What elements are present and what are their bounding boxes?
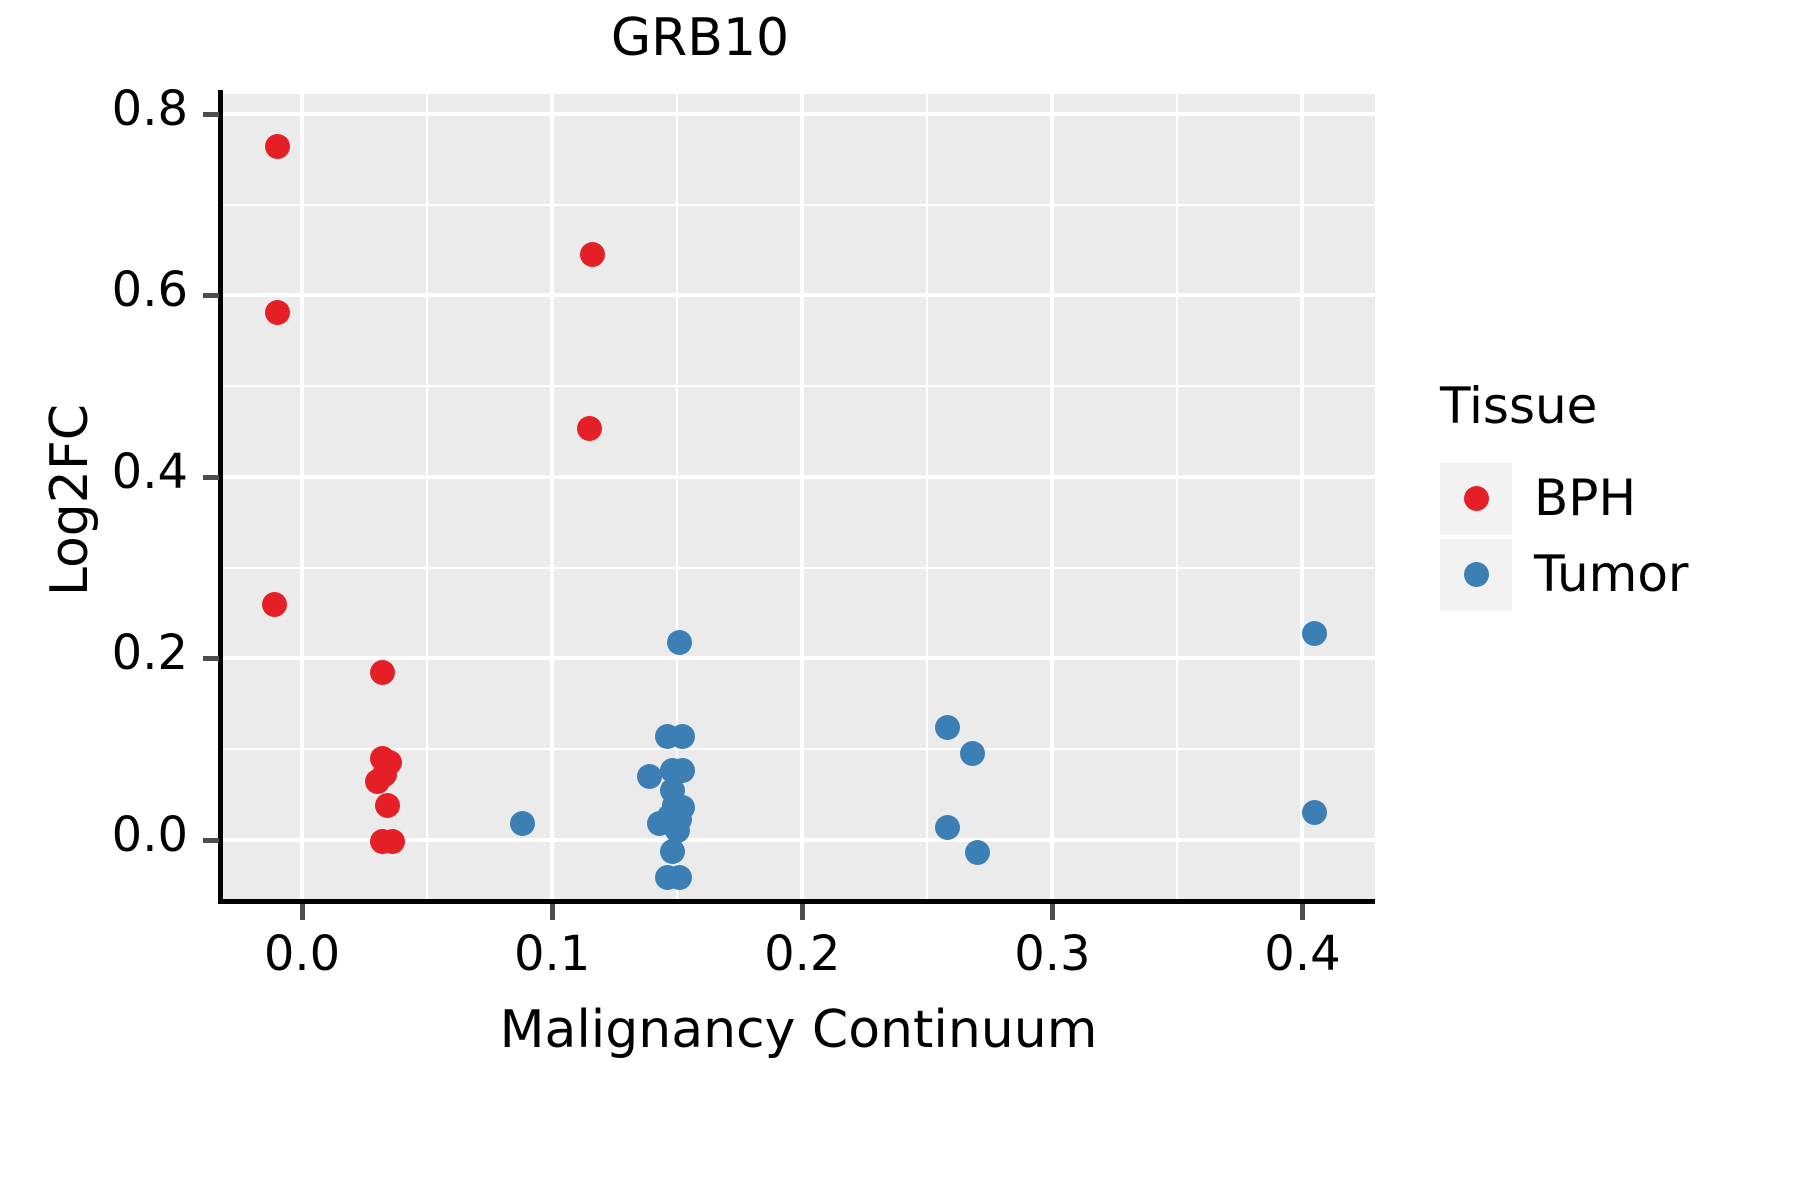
gridline-vertical: [426, 94, 429, 899]
gridline-horizontal: [222, 566, 1375, 569]
legend-item-label: BPH: [1534, 469, 1637, 528]
x-tick-label: 0.0: [263, 926, 341, 982]
y-tick-mark: [203, 656, 219, 662]
x-tick-label: 0.4: [1264, 926, 1341, 982]
plot-panel: [222, 94, 1375, 899]
x-axis-title: Malignancy Continuum: [499, 1000, 1098, 1060]
x-tick-label: 0.1: [513, 926, 591, 982]
chart-title: GRB10: [610, 8, 790, 68]
gridline-horizontal: [222, 748, 1375, 751]
data-point-bph: [374, 793, 400, 819]
data-point-bph: [264, 134, 290, 160]
gridline-horizontal: [222, 474, 1375, 479]
data-point-tumor: [509, 811, 535, 837]
legend-item-label: Tumor: [1534, 545, 1689, 604]
legend-entries: BPH Tumor: [1440, 461, 1780, 613]
gridline-vertical: [300, 94, 305, 899]
data-point-bph: [372, 762, 398, 788]
gridline-horizontal: [222, 293, 1375, 298]
data-point-tumor: [664, 818, 690, 844]
data-point-bph: [379, 829, 405, 855]
legend-item-bph[interactable]: BPH: [1440, 461, 1780, 537]
legend: Tissue BPH Tumor: [1440, 380, 1780, 613]
legend-key-swatch: [1440, 462, 1512, 535]
legend-title: Tissue: [1440, 377, 1598, 435]
gridline-vertical: [800, 94, 805, 899]
y-axis-title: Log2FC: [40, 403, 100, 597]
y-tick-mark: [203, 474, 219, 480]
legend-key-swatch: [1440, 538, 1512, 611]
data-point-bph: [579, 242, 605, 268]
data-point-tumor: [964, 840, 990, 866]
gridline-horizontal: [222, 111, 1375, 116]
y-tick-label: 0.6: [111, 262, 188, 319]
x-tick-mark: [300, 904, 306, 920]
x-tick-label: 0.2: [764, 926, 841, 982]
y-tick-label: 0.2: [111, 625, 188, 682]
data-point-tumor: [659, 839, 685, 865]
data-point-tumor: [669, 724, 695, 750]
data-point-tumor: [637, 763, 663, 789]
gridline-horizontal: [222, 385, 1375, 388]
y-tick-mark: [203, 111, 219, 117]
gridline-vertical: [926, 94, 929, 899]
y-tick-label: 0.8: [111, 80, 188, 137]
gridline-horizontal: [222, 838, 1375, 842]
gridline-horizontal: [222, 656, 1375, 661]
data-point-bph: [262, 592, 288, 618]
y-axis-line: [218, 90, 223, 903]
legend-dot-icon: [1463, 562, 1489, 587]
y-tick-mark: [203, 838, 219, 843]
data-point-bph: [264, 300, 290, 326]
data-point-bph: [577, 416, 603, 442]
y-tick-label: 0.4: [111, 443, 188, 500]
data-point-bph: [369, 659, 395, 685]
gridline-vertical: [1050, 94, 1055, 899]
data-point-tumor: [934, 714, 960, 740]
x-axis-line: [218, 899, 1375, 904]
x-tick-mark: [1050, 904, 1056, 920]
data-point-tumor: [934, 814, 960, 840]
y-tick-label: 0.0: [111, 807, 188, 863]
data-point-tumor: [1302, 620, 1328, 646]
x-tick-mark: [550, 904, 556, 920]
gridline-vertical: [1300, 94, 1305, 899]
x-tick-mark: [800, 904, 806, 920]
gridline-vertical: [676, 94, 679, 899]
gridline-vertical: [550, 94, 555, 899]
data-point-tumor: [667, 629, 693, 655]
gridline-horizontal: [222, 203, 1375, 206]
data-point-tumor: [1302, 800, 1328, 826]
legend-dot-icon: [1463, 486, 1489, 511]
y-tick-mark: [203, 293, 219, 299]
data-point-tumor: [667, 864, 693, 890]
x-tick-label: 0.3: [1014, 926, 1091, 982]
data-point-tumor: [959, 741, 985, 767]
x-tick-mark: [1300, 904, 1306, 920]
legend-item-tumor[interactable]: Tumor: [1440, 537, 1780, 613]
gridline-vertical: [1176, 94, 1179, 899]
